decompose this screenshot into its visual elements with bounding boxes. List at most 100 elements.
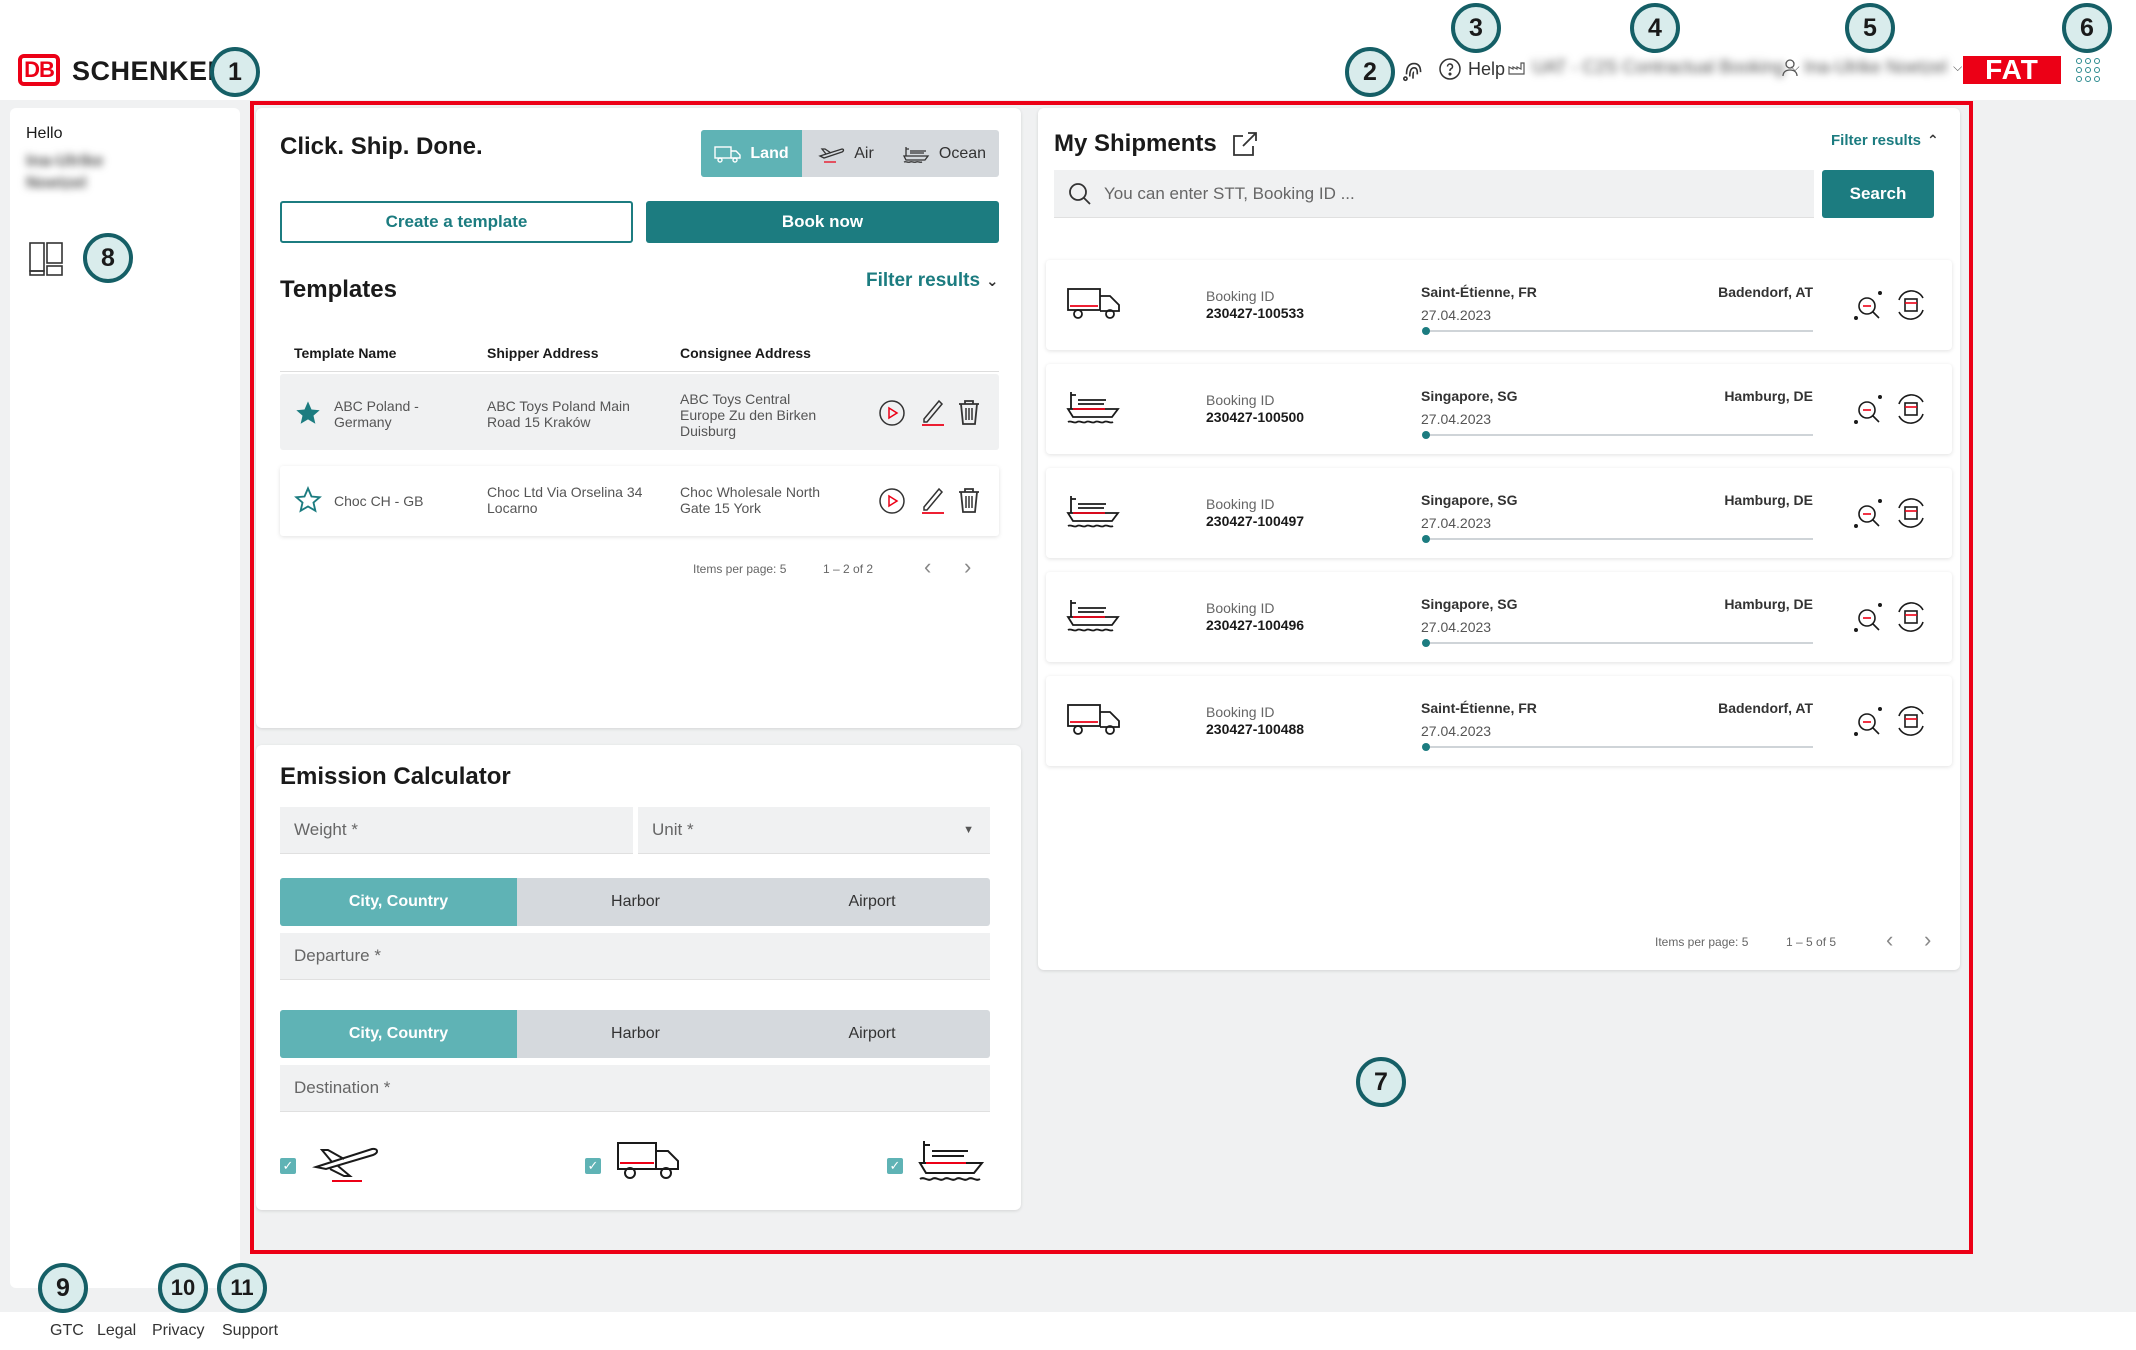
shipment-row[interactable]: Booking ID 230427-100500 Singapore, SG Hamb… (1046, 364, 1952, 454)
edit-icon[interactable] (920, 397, 946, 427)
external-link-icon[interactable] (1231, 130, 1259, 158)
shipment-progress (1422, 535, 1813, 543)
star-outline-icon[interactable] (294, 486, 322, 514)
top-header: DB SCHENKER Help UAT - C2S Contractual B… (0, 0, 2136, 100)
shipment-row[interactable]: Booking ID 230427-100533 Saint-Étienne, FR… (1046, 260, 1952, 350)
table-row[interactable]: ABC Poland - Germany ABC Toys Poland Mai… (280, 374, 999, 450)
trash-icon[interactable] (956, 398, 982, 426)
templates-title: Templates (280, 276, 397, 303)
shipment-row[interactable]: Booking ID 230427-100496 Singapore, SG Hamb… (1046, 572, 1952, 662)
environment-selector[interactable]: UAT - C2S Contractual Booking ⌵ (1508, 57, 1800, 78)
shipment-date: 27.04.2023 (1421, 307, 1492, 323)
play-icon[interactable] (878, 399, 906, 427)
shipment-date: 27.04.2023 (1421, 723, 1492, 739)
shipment-row[interactable]: Booking ID 230427-100488 Saint-Étienne, FR… (1046, 676, 1952, 766)
callout-badge-5: 5 (1845, 3, 1895, 53)
column-template-name: Template Name (294, 345, 397, 361)
shipments-title: My Shipments (1054, 130, 1217, 157)
next-page-icon[interactable]: › (1924, 927, 1932, 952)
road-checkbox[interactable]: ✓ (585, 1158, 601, 1174)
track-shipment-icon[interactable] (1853, 290, 1883, 322)
help-label: Help (1468, 58, 1506, 79)
rebook-package-icon[interactable] (1894, 600, 1928, 634)
help-button[interactable]: Help (1438, 57, 1505, 81)
db-logo[interactable]: DB (18, 54, 60, 86)
templates-filter-toggle[interactable]: Filter results ⌄ (866, 270, 999, 292)
weight-input[interactable]: Weight * (280, 807, 633, 854)
truck-icon (617, 1142, 679, 1179)
shipment-destination: Badendorf, AT (1718, 284, 1813, 300)
prev-page-icon[interactable]: ‹ (1886, 927, 1894, 952)
air-checkbox[interactable]: ✓ (280, 1158, 296, 1174)
callout-badge-3: 3 (1451, 3, 1501, 53)
booking-id-value[interactable]: 230427-100488 (1206, 721, 1305, 737)
destination-type-harbor[interactable]: Harbor (611, 1025, 660, 1042)
trash-icon[interactable] (956, 486, 982, 514)
shipments-card: My Shipments Filter results ⌃ You can en… (1038, 108, 1960, 970)
mode-ocean-label: Ocean (938, 144, 987, 162)
booking-id-label: Booking ID (1206, 496, 1275, 512)
mode-ocean-button[interactable]: Ocean (890, 130, 999, 177)
footer-link-privacy[interactable]: Privacy (152, 1322, 205, 1339)
booking-id-value[interactable]: 230427-100496 (1206, 617, 1305, 633)
destination-input[interactable]: Destination * (280, 1065, 990, 1112)
track-shipment-icon[interactable] (1853, 394, 1883, 426)
rebook-package-icon[interactable] (1894, 704, 1928, 738)
destination-type-airport[interactable]: Airport (848, 1025, 896, 1042)
unit-select[interactable]: Unit * ▼ (638, 807, 990, 854)
shipment-progress (1422, 431, 1813, 439)
departure-type-harbor[interactable]: Harbor (611, 893, 660, 910)
booking-id-label: Booking ID (1206, 392, 1275, 408)
shipper-address: Choc Ltd Via Orselina 34 Locarno (487, 484, 643, 516)
schenker-wordmark[interactable]: SCHENKER (72, 56, 228, 86)
shipments-filter-toggle[interactable]: Filter results ⌃ (1831, 132, 1939, 149)
callout-badge-1: 1 (210, 47, 260, 97)
prev-page-icon[interactable]: ‹ (924, 554, 932, 579)
rebook-package-icon[interactable] (1894, 288, 1928, 322)
chevron-down-icon: ⌄ (986, 273, 999, 290)
footer-link-gtc[interactable]: GTC (50, 1322, 84, 1339)
destination-type-city[interactable]: City, Country (280, 1010, 517, 1058)
rebook-package-icon[interactable] (1894, 496, 1928, 530)
templates-filter-label: Filter results (866, 270, 981, 291)
shipments-header: My Shipments (1054, 130, 1259, 158)
departure-input[interactable]: Departure * (280, 933, 990, 980)
departure-type-airport[interactable]: Airport (848, 893, 896, 910)
create-template-button[interactable]: Create a template (280, 201, 633, 243)
mode-air-button[interactable]: Air (802, 130, 890, 177)
departure-type-city[interactable]: City, Country (280, 878, 517, 926)
templates-items-per-page[interactable]: Items per page: 5 (693, 562, 787, 576)
booking-id-value[interactable]: 230427-100533 (1206, 305, 1305, 321)
fingerprint-icon (1402, 62, 1422, 82)
track-shipment-icon[interactable] (1853, 706, 1883, 738)
search-button[interactable]: Search (1822, 170, 1934, 218)
booking-id-value[interactable]: 230427-100500 (1206, 409, 1305, 425)
footer-link-legal[interactable]: Legal (97, 1322, 137, 1339)
star-filled-icon[interactable] (294, 399, 322, 427)
mode-land-button[interactable]: Land (701, 130, 802, 177)
footer-link-support[interactable]: Support (222, 1322, 279, 1339)
book-now-button[interactable]: Book now (646, 201, 999, 243)
shipment-search-field[interactable]: You can enter STT, Booking ID ... (1054, 170, 1814, 218)
rebook-package-icon[interactable] (1894, 392, 1928, 426)
app-grid-icon[interactable] (2076, 58, 2100, 82)
dashboard-layout-icon[interactable] (28, 241, 64, 277)
emission-calculator-card: Emission Calculator Weight * Unit * ▼ Ci… (256, 745, 1021, 1210)
shipments-items-per-page[interactable]: Items per page: 5 (1655, 935, 1749, 949)
tracking-button[interactable] (1400, 57, 1426, 83)
callout-badge-7: 7 (1356, 1057, 1406, 1107)
shipment-progress (1422, 743, 1813, 751)
chevron-down-icon: ⌵ (1953, 60, 1963, 74)
next-page-icon[interactable]: › (964, 554, 972, 579)
ocean-checkbox[interactable]: ✓ (887, 1158, 903, 1174)
track-shipment-icon[interactable] (1853, 498, 1883, 530)
booking-id-value[interactable]: 230427-100497 (1206, 513, 1305, 529)
table-row[interactable]: Choc CH - GB Choc Ltd Via Orselina 34 Lo… (280, 466, 999, 536)
edit-icon[interactable] (920, 485, 946, 515)
track-shipment-icon[interactable] (1853, 602, 1883, 634)
play-icon[interactable] (878, 487, 906, 515)
callout-badge-11: 11 (217, 1263, 267, 1313)
user-menu[interactable]: Ina-Ulrike Noetzel ⌵ (1782, 57, 1962, 78)
shipment-row[interactable]: Booking ID 230427-100497 Singapore, SG Hamb… (1046, 468, 1952, 558)
factory-icon (1508, 61, 1525, 75)
